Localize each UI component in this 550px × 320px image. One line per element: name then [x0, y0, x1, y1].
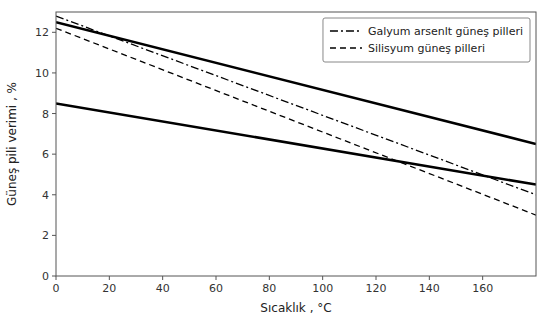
- x-tick-label: 20: [102, 282, 116, 295]
- x-tick: [109, 276, 110, 280]
- x-tick-label: 140: [419, 282, 440, 295]
- legend-label: Galyum arsenlt güneş pilleri: [368, 25, 523, 38]
- y-tick: [52, 113, 56, 114]
- legend: Galyum arsenlt güneş pilleri Silisyum gün…: [323, 18, 530, 62]
- y-tick: [52, 32, 56, 33]
- y-tick: [52, 194, 56, 195]
- x-tick-label: 40: [156, 282, 170, 295]
- y-tick: [52, 154, 56, 155]
- plot-area: [56, 12, 536, 276]
- x-tick-label: 0: [53, 282, 60, 295]
- legend-swatch: [330, 47, 362, 48]
- y-tick: [52, 276, 56, 277]
- y-tick: [52, 235, 56, 236]
- y-tick-label: 4: [42, 189, 49, 202]
- plot-frame: [56, 12, 536, 276]
- x-axis-label: Sıcaklık , °C: [260, 301, 331, 315]
- chart: 0 20 40 60 80 100 120 140 160 0 2 4 6 8 10 12 Sıcaklık ,…: [0, 0, 550, 320]
- x-tick-label: 120: [366, 282, 387, 295]
- x-tick: [429, 276, 430, 280]
- legend-box: [323, 18, 530, 62]
- x-tick: [216, 276, 217, 280]
- legend-swatch: [330, 30, 362, 31]
- x-tick-label: 160: [472, 282, 493, 295]
- y-tick-label: 8: [42, 108, 49, 121]
- series-line: [56, 16, 536, 195]
- y-tick-label: 2: [42, 229, 49, 242]
- x-tick-label: 100: [312, 282, 333, 295]
- x-tick: [376, 276, 377, 280]
- x-tick: [56, 276, 57, 280]
- x-tick: [482, 276, 483, 280]
- y-tick-label: 10: [35, 67, 49, 80]
- y-tick: [52, 72, 56, 73]
- y-axis-label: Güneş pili verimi , %: [5, 82, 19, 206]
- axes: 0 20 40 60 80 100 120 140 160 0 2 4 6 8 10 12: [35, 26, 493, 295]
- y-tick-label: 0: [42, 270, 49, 283]
- x-tick: [322, 276, 323, 280]
- x-tick-label: 80: [262, 282, 276, 295]
- y-tick-label: 12: [35, 26, 49, 39]
- x-tick: [162, 276, 163, 280]
- x-tick-label: 60: [209, 282, 223, 295]
- lines: [56, 16, 536, 215]
- x-tick: [269, 276, 270, 280]
- legend-label: Silisyum güneş pilleri: [368, 42, 485, 55]
- y-tick-label: 6: [42, 148, 49, 161]
- series-line: [56, 103, 536, 184]
